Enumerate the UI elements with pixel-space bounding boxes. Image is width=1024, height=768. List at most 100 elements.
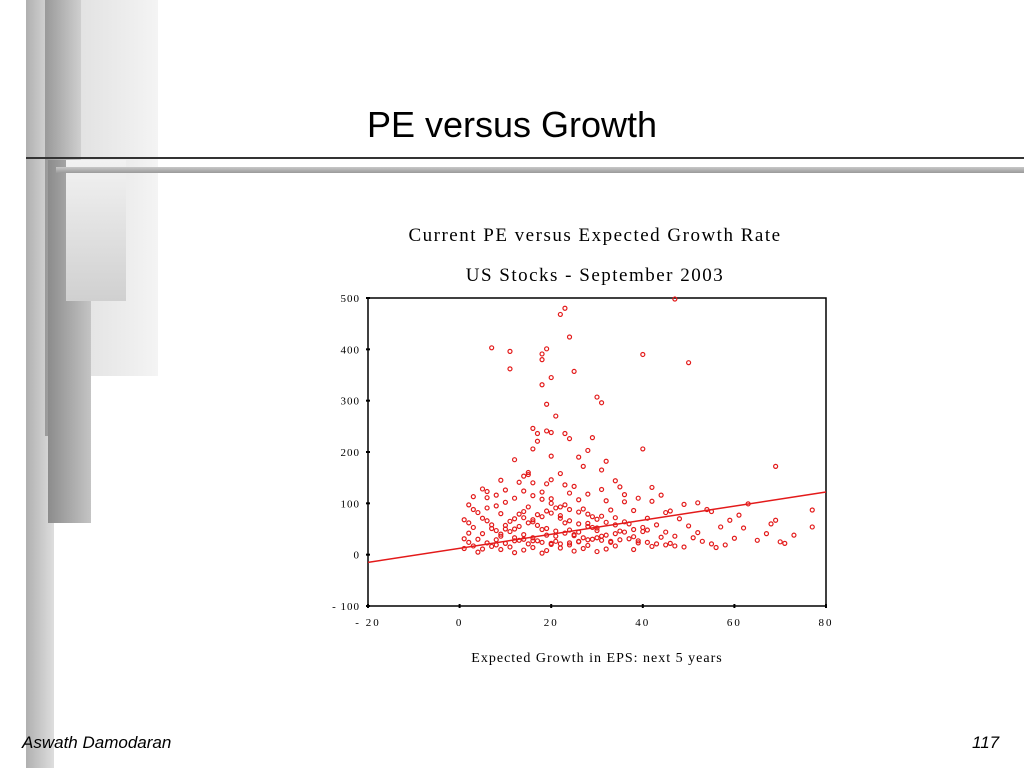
data-point — [594, 394, 600, 400]
data-point — [598, 513, 605, 519]
chart-subtitle: US Stocks - September 2003 — [465, 265, 725, 286]
data-point — [612, 515, 618, 521]
data-point — [557, 541, 563, 547]
data-point — [562, 430, 568, 437]
data-point — [539, 382, 545, 388]
data-point — [736, 512, 742, 518]
data-point — [640, 446, 646, 452]
data-point — [525, 471, 531, 478]
data-point — [475, 536, 481, 542]
data-point — [539, 496, 545, 502]
data-point — [498, 477, 504, 483]
data-point — [562, 520, 568, 526]
data-point — [617, 528, 623, 534]
data-point — [580, 545, 586, 552]
data-point — [525, 541, 531, 547]
data-point — [612, 531, 618, 537]
data-point — [548, 496, 554, 502]
data-point — [718, 524, 724, 530]
x-tick-label: 20 — [544, 617, 559, 629]
data-point — [548, 510, 554, 516]
data-point — [562, 305, 568, 311]
data-point — [557, 513, 563, 519]
data-point — [511, 516, 518, 522]
data-point — [539, 357, 545, 363]
data-point — [530, 519, 536, 525]
data-point — [498, 546, 504, 553]
data-point — [493, 537, 499, 543]
data-point — [521, 532, 527, 538]
data-point — [635, 495, 641, 501]
x-tick-label: 80 — [819, 617, 834, 629]
data-point — [773, 517, 779, 523]
data-point — [768, 521, 774, 527]
data-point — [466, 520, 472, 526]
data-point — [649, 498, 655, 504]
data-point — [544, 428, 550, 434]
data-point — [530, 493, 536, 499]
data-point — [534, 430, 541, 437]
y-tick-label: 500 — [341, 293, 361, 305]
data-point — [631, 546, 637, 553]
data-point — [511, 526, 518, 532]
data-point — [548, 500, 554, 506]
data-point — [534, 512, 541, 518]
data-point — [516, 537, 522, 543]
data-point — [461, 517, 467, 523]
y-tick-label: - 100 — [332, 601, 360, 613]
data-point — [525, 504, 531, 510]
data-point — [521, 488, 527, 494]
data-point — [566, 542, 573, 548]
chart-title: Current PE versus Expected Growth Rate — [408, 225, 782, 246]
data-point — [557, 470, 563, 477]
data-point — [663, 529, 669, 535]
data-point — [672, 543, 678, 549]
data-point — [649, 543, 655, 550]
data-point — [603, 498, 609, 504]
data-point — [640, 524, 646, 531]
data-point — [608, 507, 614, 513]
data-point — [713, 544, 719, 551]
data-point — [521, 515, 527, 521]
data-point — [521, 473, 527, 479]
data-point — [521, 547, 527, 553]
data-point — [511, 457, 518, 463]
x-tick-label: 40 — [635, 617, 650, 629]
data-point — [658, 492, 664, 498]
data-point — [544, 525, 550, 532]
data-point — [466, 502, 472, 508]
y-tick-label: 100 — [341, 498, 361, 510]
data-point — [621, 492, 628, 498]
data-point — [589, 536, 596, 542]
data-point — [498, 510, 504, 517]
data-point — [603, 532, 609, 538]
data-point — [585, 511, 591, 517]
data-point — [553, 533, 559, 539]
data-point — [580, 535, 586, 541]
data-point — [530, 517, 536, 523]
data-point — [603, 546, 609, 552]
data-point — [576, 454, 582, 460]
data-point — [566, 436, 573, 442]
data-point — [667, 508, 673, 514]
data-point — [585, 447, 591, 454]
data-point — [530, 544, 536, 551]
data-point — [763, 531, 770, 537]
data-point — [479, 546, 486, 552]
data-point — [516, 523, 522, 530]
data-point — [663, 509, 669, 516]
data-point — [534, 438, 541, 444]
data-point — [640, 528, 646, 535]
data-point — [617, 537, 623, 543]
data-point — [539, 514, 545, 520]
footer-author: Aswath Damodaran — [22, 733, 172, 752]
data-point — [681, 544, 687, 550]
data-point — [557, 515, 563, 521]
data-point — [475, 509, 481, 516]
data-point — [502, 499, 508, 505]
data-point — [484, 495, 490, 501]
data-point — [672, 533, 678, 539]
data-point — [539, 526, 545, 533]
data-point — [548, 374, 554, 381]
data-point — [754, 537, 760, 543]
